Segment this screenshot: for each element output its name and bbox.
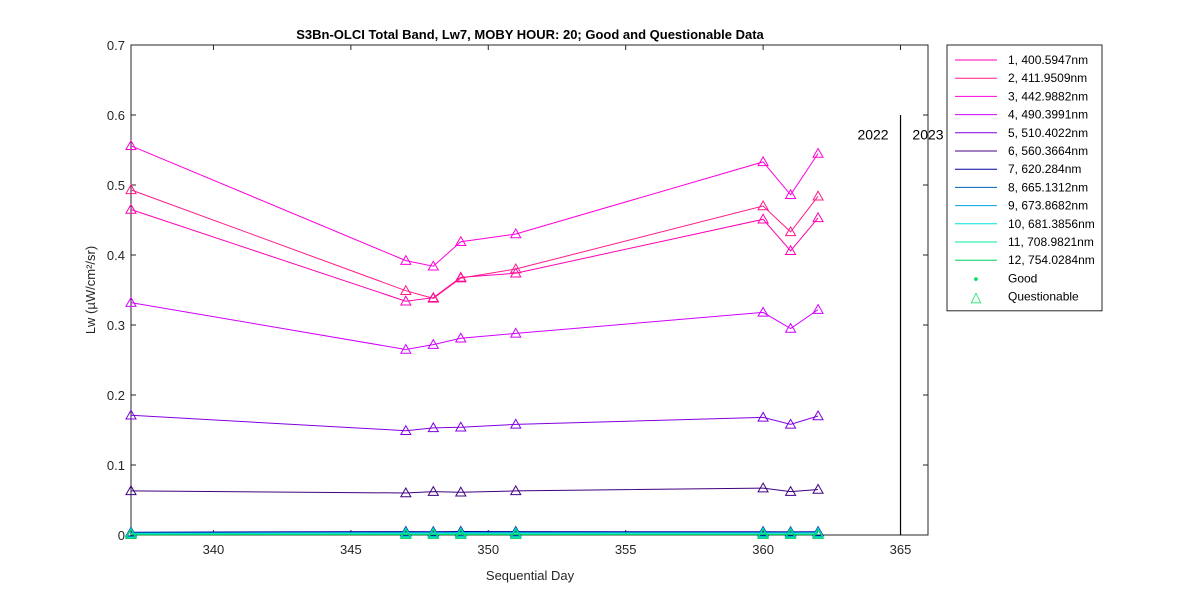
year-annotation: 2023	[912, 127, 943, 143]
legend-label-questionable: Questionable	[1008, 290, 1079, 304]
x-tick-label: 365	[890, 542, 912, 557]
legend-label-2: 2, 411.9509nm	[1008, 71, 1087, 85]
legend-label-12: 12, 754.0284nm	[1008, 253, 1095, 267]
y-tick-label: 0.4	[107, 248, 125, 263]
legend-marker-good: •	[974, 270, 979, 286]
y-tick-label: 0.3	[107, 318, 125, 333]
legend: 1, 400.5947nm 2, 411.9509nm 3, 442.9882nm 4…	[947, 45, 1102, 311]
legend-label-good: Good	[1008, 271, 1037, 285]
series-line-10	[131, 533, 818, 534]
y-tick-label: 0.6	[107, 108, 125, 123]
legend-label-8: 8, 665.1312nm	[1008, 180, 1088, 194]
y-axis-label: Lw (µW/cm²/sr)	[83, 246, 98, 334]
legend-label-5: 5, 510.4022nm	[1008, 126, 1088, 140]
year-annotation: 2022	[857, 127, 888, 143]
y-tick-label: 0.1	[107, 458, 125, 473]
legend-label-10: 10, 681.3856nm	[1008, 217, 1095, 231]
x-axis-label: Sequential Day	[486, 568, 575, 583]
plot-area: 0 0.1 0.2 0.3 0.4 0.5 0.6 0.7 340 345 350 355 360 365…	[107, 38, 944, 557]
legend-label-11: 11, 708.9821nm	[1008, 235, 1094, 249]
y-tick-label: 0.7	[107, 38, 125, 53]
y-tick-label: 0.2	[107, 388, 125, 403]
x-tick-label: 360	[752, 542, 774, 557]
legend-label-7: 7, 620.284nm	[1008, 162, 1081, 176]
x-tick-label: 340	[203, 542, 225, 557]
axes-box	[131, 45, 928, 535]
y-tick-label: 0	[118, 528, 125, 543]
x-tick-label: 355	[615, 542, 637, 557]
x-tick-label: 345	[340, 542, 362, 557]
legend-marker-questionable: △	[971, 289, 982, 305]
legend-label-3: 3, 442.9882nm	[1008, 89, 1088, 103]
legend-label-6: 6, 560.3664nm	[1008, 144, 1088, 158]
x-tick-label: 350	[477, 542, 499, 557]
legend-label-4: 4, 490.3991nm	[1008, 108, 1088, 122]
legend-label-1: 1, 400.5947nm	[1008, 53, 1088, 67]
y-tick-label: 0.5	[107, 178, 125, 193]
chart-title: S3Bn-OLCI Total Band, Lw7, MOBY HOUR: 20…	[296, 27, 764, 42]
legend-label-9: 9, 673.8682nm	[1008, 199, 1088, 213]
